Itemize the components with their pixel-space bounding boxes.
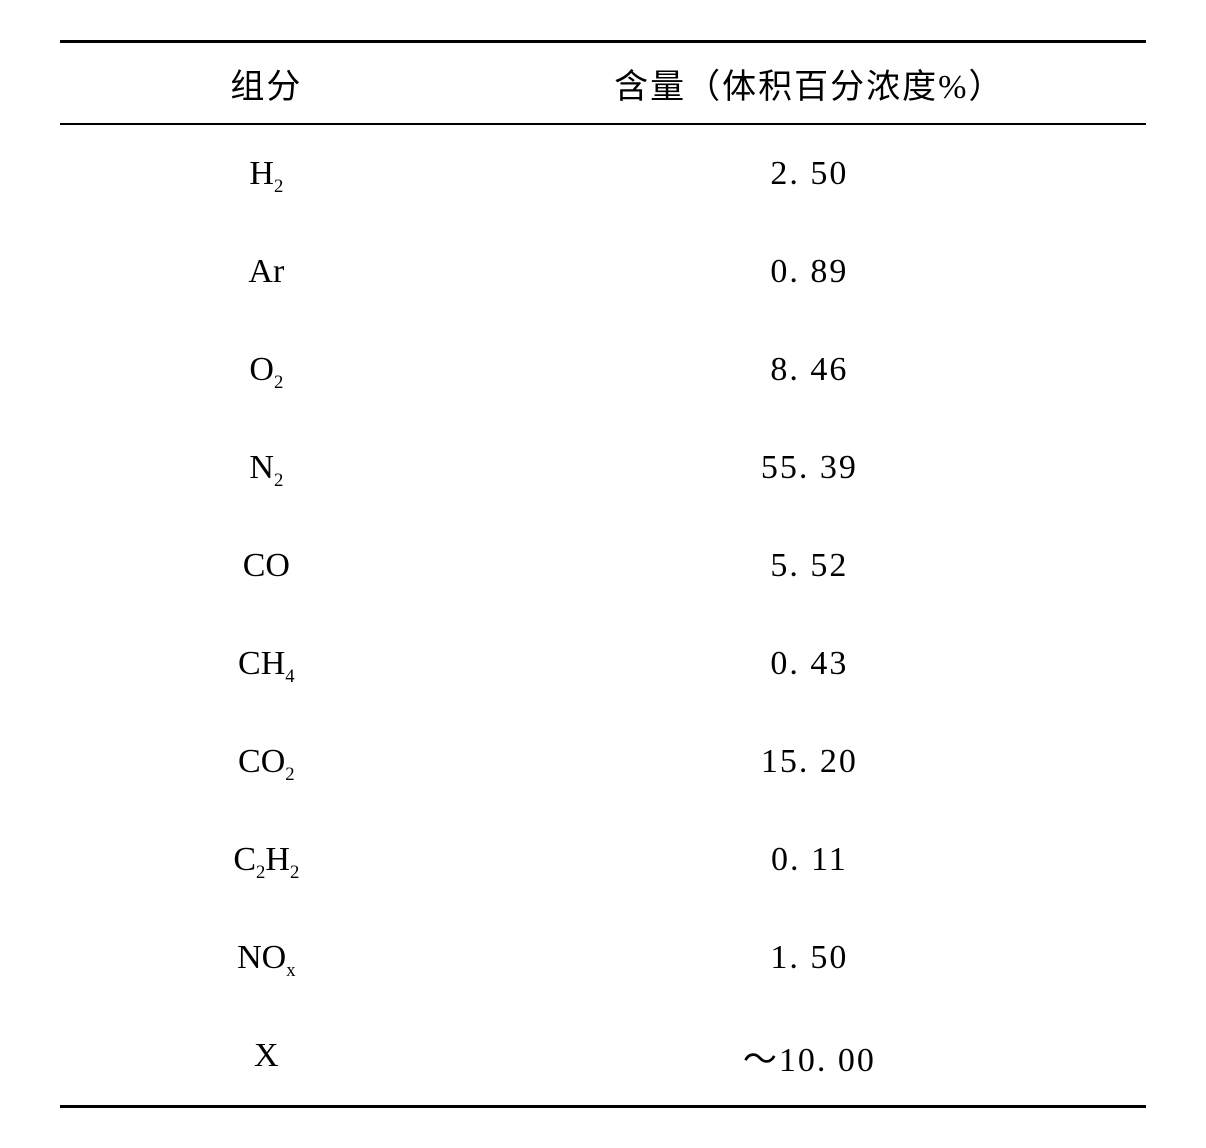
table-row: X～10. 00 (60, 1007, 1146, 1107)
col-header-content: 含量（体积百分浓度%） (473, 42, 1146, 125)
table-row: C2H20. 11 (60, 811, 1146, 909)
cell-value: 55. 39 (473, 419, 1146, 517)
table-body: H22. 50Ar0. 89O28. 46N255. 39CO5. 52CH40… (60, 124, 1146, 1107)
cell-component: CO2 (60, 713, 473, 811)
cell-value: ～10. 00 (473, 1007, 1146, 1107)
table-row: Ar0. 89 (60, 223, 1146, 321)
cell-component: C2H2 (60, 811, 473, 909)
col-header-component: 组分 (60, 42, 473, 125)
table-row: NOx1. 50 (60, 909, 1146, 1007)
cell-component: O2 (60, 321, 473, 419)
cell-value: 15. 20 (473, 713, 1146, 811)
cell-value: 0. 11 (473, 811, 1146, 909)
cell-component: N2 (60, 419, 473, 517)
table-row: CO5. 52 (60, 517, 1146, 615)
table-row: CO215. 20 (60, 713, 1146, 811)
table-row: N255. 39 (60, 419, 1146, 517)
cell-component: X (60, 1007, 473, 1107)
table-row: H22. 50 (60, 124, 1146, 223)
table-header-row: 组分 含量（体积百分浓度%） (60, 42, 1146, 125)
cell-value: 0. 89 (473, 223, 1146, 321)
cell-component: CH4 (60, 615, 473, 713)
cell-component: CO (60, 517, 473, 615)
composition-table: 组分 含量（体积百分浓度%） H22. 50Ar0. 89O28. 46N255… (60, 40, 1146, 1108)
table-row: O28. 46 (60, 321, 1146, 419)
table-row: CH40. 43 (60, 615, 1146, 713)
cell-component: Ar (60, 223, 473, 321)
cell-value: 8. 46 (473, 321, 1146, 419)
cell-component: NOx (60, 909, 473, 1007)
cell-component: H2 (60, 124, 473, 223)
cell-value: 5. 52 (473, 517, 1146, 615)
cell-value: 2. 50 (473, 124, 1146, 223)
cell-value: 1. 50 (473, 909, 1146, 1007)
cell-value: 0. 43 (473, 615, 1146, 713)
